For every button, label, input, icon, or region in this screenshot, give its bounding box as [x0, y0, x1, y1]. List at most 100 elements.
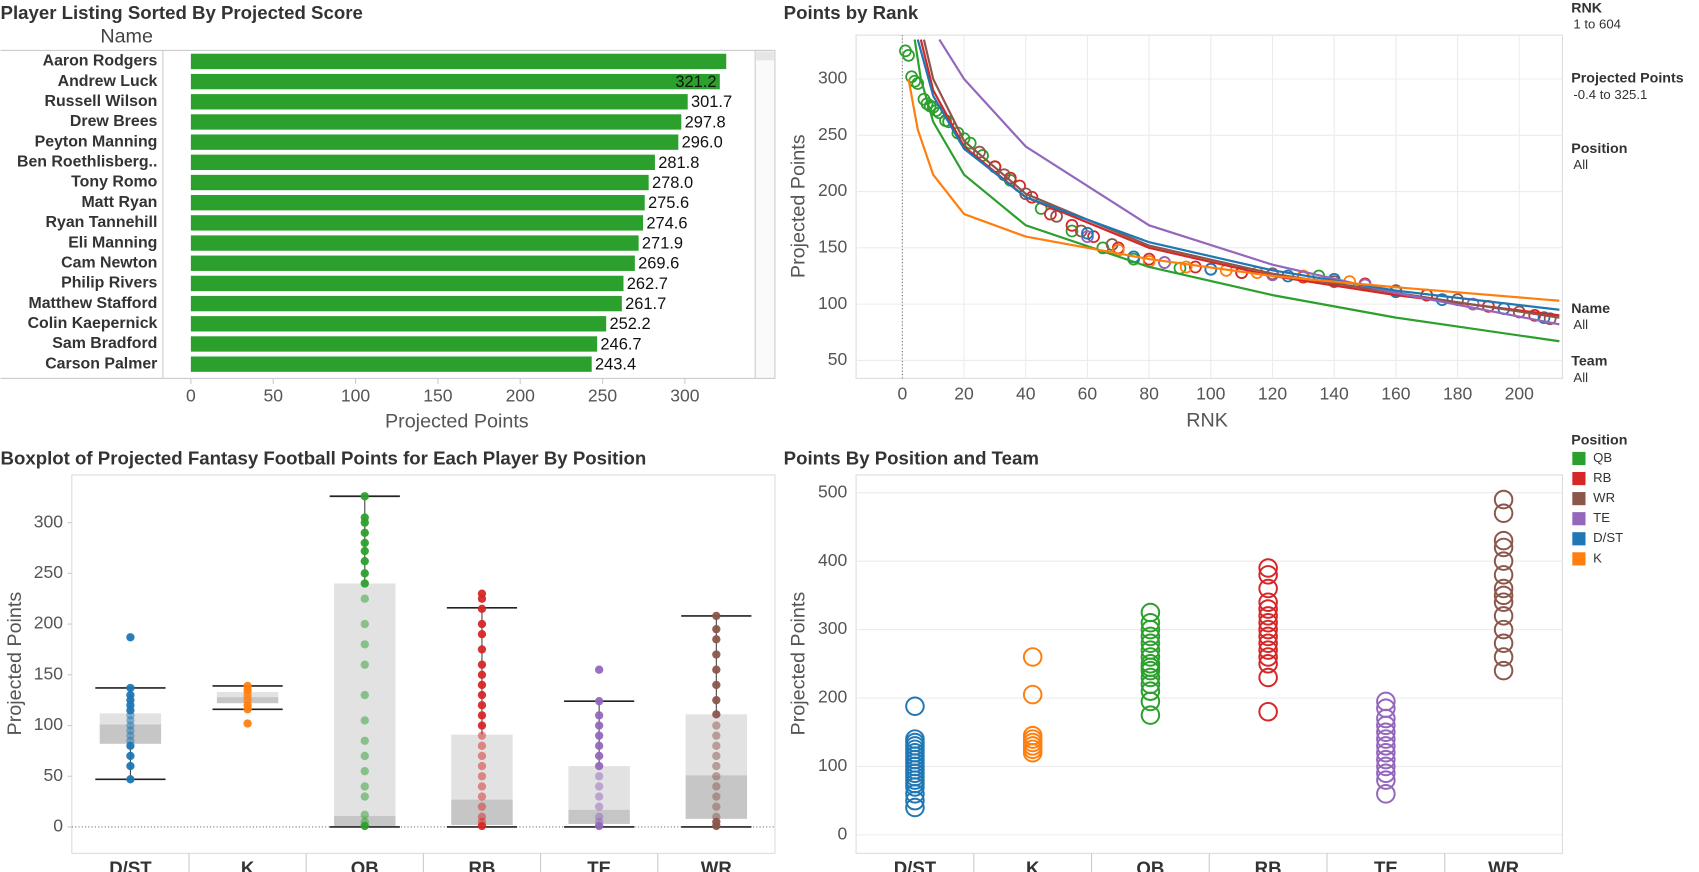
point[interactable]	[360, 736, 369, 745]
point[interactable]	[594, 697, 604, 706]
point[interactable]	[712, 721, 721, 730]
point[interactable]	[1258, 633, 1278, 654]
legend-label[interactable]: D/ST	[1593, 530, 1623, 545]
point[interactable]	[712, 731, 721, 740]
point[interactable]	[477, 802, 487, 811]
point[interactable]	[360, 767, 369, 776]
point[interactable]	[594, 772, 604, 781]
point[interactable]	[477, 604, 487, 614]
point[interactable]	[1140, 633, 1161, 654]
bar[interactable]	[190, 255, 635, 271]
point[interactable]	[126, 741, 135, 750]
point[interactable]	[905, 777, 925, 797]
point[interactable]	[360, 557, 369, 566]
point[interactable]	[477, 761, 487, 771]
point[interactable]	[1258, 619, 1278, 640]
bar[interactable]	[190, 154, 655, 171]
point[interactable]	[1376, 722, 1396, 742]
point[interactable]	[360, 619, 369, 629]
point[interactable]	[594, 711, 604, 720]
point[interactable]	[360, 792, 369, 801]
filter-value[interactable]: All	[1573, 157, 1588, 172]
filter-title[interactable]: Projected Points	[1571, 71, 1684, 87]
point[interactable]	[1493, 489, 1514, 510]
point[interactable]	[477, 772, 487, 781]
point[interactable]	[1081, 226, 1094, 240]
point[interactable]	[594, 761, 604, 771]
point[interactable]	[973, 145, 986, 159]
bar[interactable]	[190, 235, 639, 251]
point[interactable]	[360, 569, 369, 578]
point[interactable]	[360, 821, 369, 831]
filter-title[interactable]: Name	[1571, 301, 1610, 317]
point[interactable]	[477, 731, 487, 740]
point[interactable]	[1140, 602, 1161, 623]
point[interactable]	[1493, 606, 1514, 626]
filter-value[interactable]: All	[1573, 317, 1588, 332]
point[interactable]	[594, 782, 604, 791]
point[interactable]	[1258, 565, 1278, 585]
point[interactable]	[1087, 230, 1100, 243]
point[interactable]	[712, 635, 721, 644]
point[interactable]	[1140, 619, 1161, 640]
scrollbar[interactable]	[754, 49, 776, 379]
point[interactable]	[360, 579, 369, 588]
point[interactable]	[594, 731, 604, 740]
point[interactable]	[712, 792, 721, 801]
point[interactable]	[360, 492, 369, 501]
point[interactable]	[1537, 311, 1551, 324]
point[interactable]	[1065, 224, 1079, 238]
point[interactable]	[1493, 530, 1514, 551]
point[interactable]	[1258, 606, 1278, 626]
point[interactable]	[712, 782, 721, 791]
point[interactable]	[1376, 749, 1396, 770]
point[interactable]	[712, 624, 721, 634]
filter-value[interactable]: All	[1573, 370, 1588, 385]
point[interactable]	[1065, 218, 1079, 232]
point[interactable]	[1258, 578, 1278, 599]
point[interactable]	[360, 518, 369, 527]
bar[interactable]	[190, 356, 592, 372]
point[interactable]	[1258, 640, 1278, 660]
bar[interactable]	[190, 295, 622, 312]
point[interactable]	[1493, 565, 1514, 585]
point[interactable]	[477, 751, 487, 761]
point[interactable]	[594, 665, 604, 674]
point[interactable]	[712, 821, 721, 831]
point[interactable]	[594, 792, 604, 801]
point[interactable]	[1258, 701, 1278, 722]
point[interactable]	[126, 775, 135, 784]
point[interactable]	[360, 528, 369, 537]
point[interactable]	[360, 690, 369, 700]
point[interactable]	[243, 719, 252, 728]
filter-value[interactable]: -0.4 to 325.1	[1573, 87, 1647, 102]
scroll-thumb[interactable]	[756, 51, 774, 61]
point[interactable]	[360, 751, 369, 761]
point[interactable]	[126, 633, 135, 642]
point[interactable]	[712, 680, 721, 690]
point[interactable]	[712, 695, 721, 705]
filter-title[interactable]: Team	[1571, 354, 1607, 370]
filter-title[interactable]: Position	[1571, 141, 1627, 157]
legend-swatch[interactable]	[1572, 471, 1586, 486]
point[interactable]	[1140, 626, 1161, 647]
point[interactable]	[905, 696, 925, 716]
point[interactable]	[594, 802, 604, 811]
point[interactable]	[1493, 633, 1514, 654]
point[interactable]	[1022, 743, 1043, 763]
point[interactable]	[1493, 503, 1514, 524]
point[interactable]	[1493, 619, 1514, 640]
point[interactable]	[1376, 763, 1396, 784]
point[interactable]	[1258, 612, 1278, 633]
bar[interactable]	[190, 174, 649, 191]
legend-swatch[interactable]	[1572, 492, 1586, 506]
bar[interactable]	[190, 94, 688, 110]
point[interactable]	[360, 640, 369, 649]
point[interactable]	[1493, 551, 1514, 571]
point[interactable]	[360, 594, 369, 603]
point[interactable]	[1258, 599, 1278, 619]
point[interactable]	[712, 741, 721, 750]
point[interactable]	[1376, 770, 1396, 790]
legend-label[interactable]: K	[1593, 550, 1602, 565]
point[interactable]	[1376, 708, 1396, 729]
